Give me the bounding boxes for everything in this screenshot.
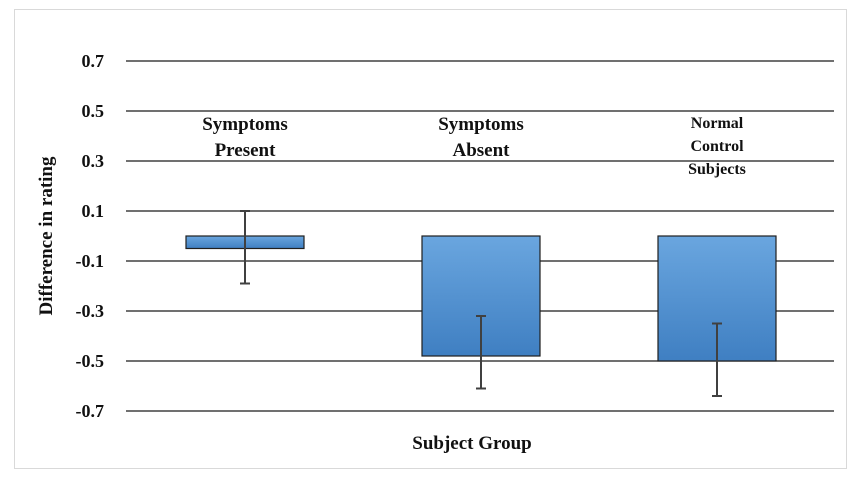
- y-tick-label: -0.7: [76, 401, 105, 421]
- category-label: Present: [215, 140, 277, 161]
- category-label: Control: [690, 138, 744, 155]
- y-tick-label: 0.5: [82, 101, 105, 121]
- category-label: Subjects: [688, 161, 746, 178]
- y-tick-label: 0.7: [82, 51, 105, 71]
- y-tick-label: -0.1: [76, 251, 105, 271]
- category-label: Normal: [691, 115, 744, 132]
- x-axis-title: Subject Group: [412, 433, 531, 454]
- category-label: Symptoms: [438, 114, 524, 135]
- category-label: Symptoms: [202, 114, 288, 135]
- y-tick-label: -0.5: [76, 351, 105, 371]
- category-label: Absent: [452, 140, 510, 161]
- y-tick-label: 0.1: [82, 201, 105, 221]
- y-tick-label: -0.3: [76, 301, 105, 321]
- y-axis-title: Difference in rating: [36, 156, 57, 315]
- y-tick-label: 0.3: [82, 151, 105, 171]
